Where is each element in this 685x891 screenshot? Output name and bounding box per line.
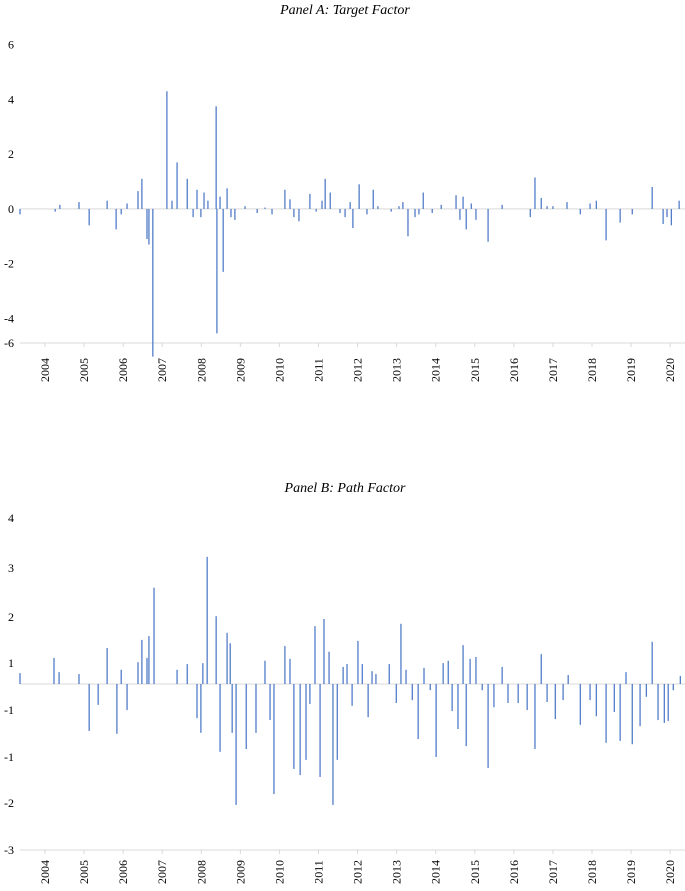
x-tick-label: 2011 bbox=[312, 860, 326, 884]
x-tick-label: 2009 bbox=[233, 358, 247, 382]
x-tick-label: 2007 bbox=[155, 860, 169, 884]
x-tick-label: 2012 bbox=[351, 358, 365, 382]
y-tick-label: -2 bbox=[4, 796, 14, 810]
x-tick-label: 2016 bbox=[507, 860, 521, 884]
x-tick-label: 2004 bbox=[38, 860, 52, 884]
x-tick-label: 2018 bbox=[585, 860, 599, 884]
x-tick-label: 2017 bbox=[546, 358, 560, 382]
x-tick-label: 2014 bbox=[429, 860, 443, 884]
x-tick-label: 2005 bbox=[77, 358, 91, 382]
x-tick-label: 2011 bbox=[312, 358, 326, 382]
y-tick-label: 2 bbox=[8, 610, 14, 624]
x-tick-label: 2019 bbox=[624, 358, 638, 382]
x-tick-label: 2007 bbox=[155, 358, 169, 382]
y-tick-label: 4 bbox=[8, 92, 14, 106]
y-tick-label: 1 bbox=[8, 656, 14, 670]
x-tick-label: 2010 bbox=[272, 358, 286, 382]
y-tick-label: 2 bbox=[8, 147, 14, 161]
x-tick-label: 2013 bbox=[390, 358, 404, 382]
x-tick-label: 2020 bbox=[663, 358, 677, 382]
y-tick-label: 6 bbox=[8, 38, 14, 52]
y-tick-label: 4 bbox=[8, 511, 14, 525]
x-tick-label: 2004 bbox=[38, 358, 52, 382]
y-tick-label: -1 bbox=[4, 703, 14, 717]
x-tick-label: 2018 bbox=[585, 358, 599, 382]
x-tick-label: 2015 bbox=[468, 860, 482, 884]
y-tick-label: 3 bbox=[8, 561, 14, 575]
x-tick-label: 2008 bbox=[194, 860, 208, 884]
x-tick-label: 2005 bbox=[77, 860, 91, 884]
x-tick-label: 2019 bbox=[624, 860, 638, 884]
x-tick-label: 2016 bbox=[507, 358, 521, 382]
y-tick-label: -2 bbox=[4, 257, 14, 271]
x-tick-label: 2015 bbox=[468, 358, 482, 382]
x-tick-label: 2009 bbox=[233, 860, 247, 884]
x-tick-label: 2020 bbox=[663, 860, 677, 884]
x-tick-label: 2008 bbox=[194, 358, 208, 382]
y-tick-label: -3 bbox=[4, 843, 14, 857]
x-tick-label: 2010 bbox=[272, 860, 286, 884]
x-tick-label: 2006 bbox=[116, 860, 130, 884]
x-tick-label: 2013 bbox=[390, 860, 404, 884]
y-tick-label: -6 bbox=[4, 336, 14, 350]
x-tick-label: 2017 bbox=[546, 860, 560, 884]
y-tick-label: 0 bbox=[8, 202, 14, 216]
y-tick-label: -4 bbox=[4, 311, 14, 325]
x-tick-label: 2006 bbox=[116, 358, 130, 382]
x-tick-label: 2014 bbox=[429, 358, 443, 382]
chart-title: Panel B: Path Factor bbox=[284, 481, 406, 496]
y-tick-label: -1 bbox=[4, 750, 14, 764]
chart-title: Panel A: Target Factor bbox=[279, 3, 410, 18]
x-tick-label: 2012 bbox=[351, 860, 365, 884]
